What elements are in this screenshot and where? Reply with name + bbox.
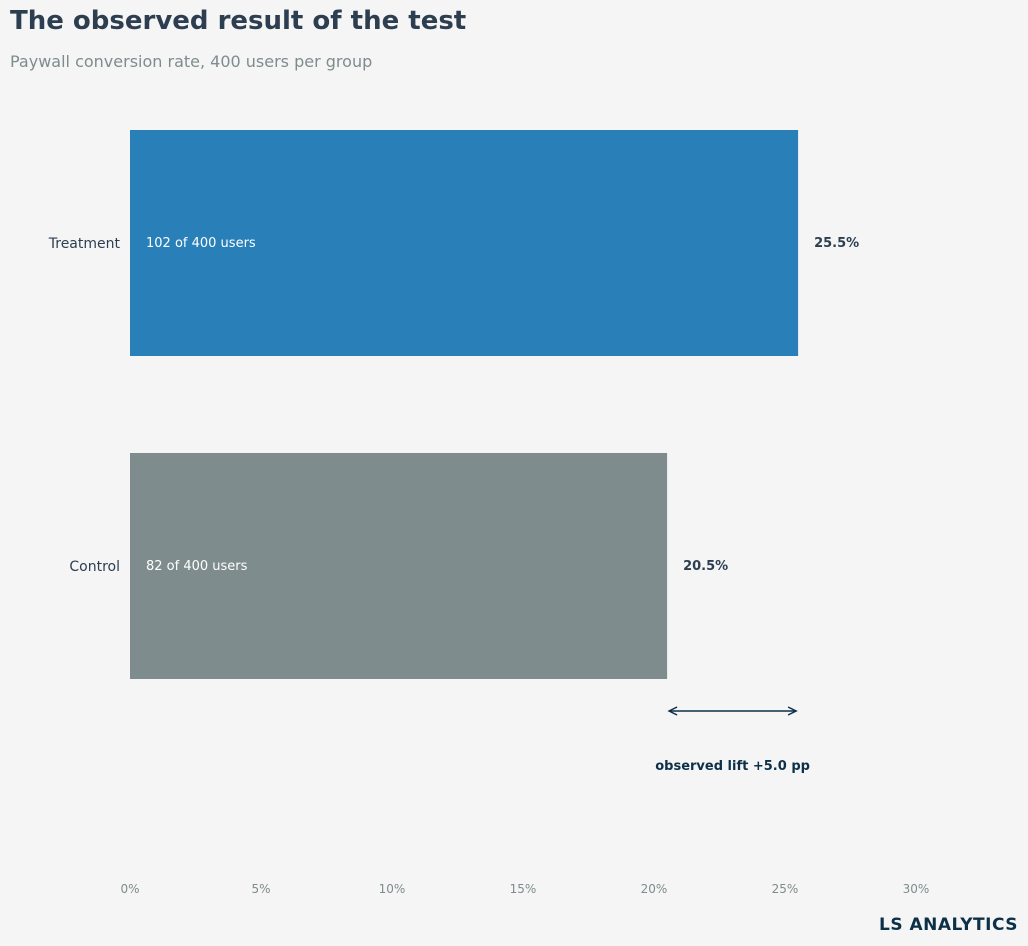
x-tick-label: 15% [510,882,537,896]
category-label-treatment: Treatment [48,236,121,252]
x-tick-label: 30% [903,882,930,896]
chart-title: The observed result of the test [10,6,467,36]
x-tick-label: 5% [251,882,270,896]
bar-control [130,453,668,679]
brand-logo-text: LS ANALYTICS [879,915,1018,935]
x-tick-label: 0% [120,882,139,896]
chart-subtitle: Paywall conversion rate, 400 users per g… [10,52,373,71]
inner-label-treatment: 102 of 400 users [146,236,256,251]
x-tick-label: 20% [641,882,668,896]
x-tick-label: 25% [772,882,799,896]
x-tick-label: 10% [379,882,406,896]
value-label-control: 20.5% [683,559,728,574]
lift-arrow-head-left [667,706,678,716]
category-label-control: Control [69,559,120,575]
lift-arrow-head-right [787,706,798,716]
inner-label-control: 82 of 400 users [146,559,248,574]
value-label-treatment: 25.5% [814,236,859,251]
lift-annotation-label: observed lift +5.0 pp [655,759,810,774]
bar-treatment [130,130,799,356]
